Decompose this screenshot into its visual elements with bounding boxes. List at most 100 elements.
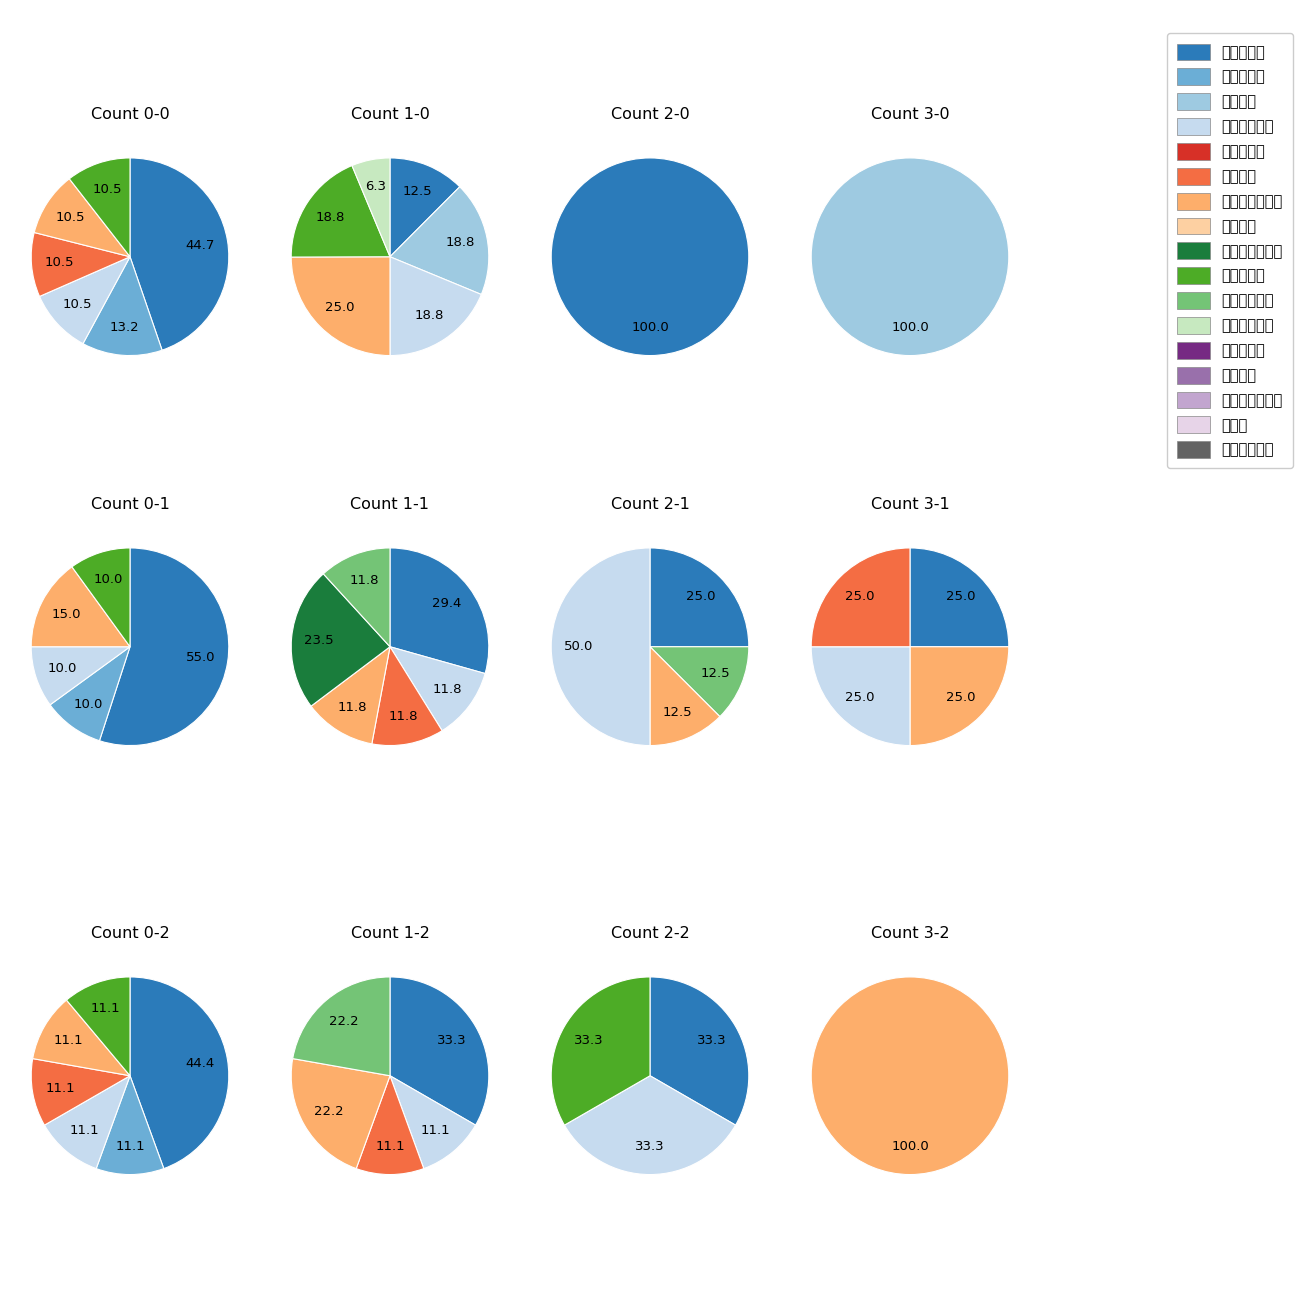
Text: 11.8: 11.8 — [432, 682, 462, 696]
Wedge shape — [39, 257, 130, 343]
Wedge shape — [83, 257, 162, 355]
Text: 13.2: 13.2 — [109, 321, 139, 334]
Text: 10.5: 10.5 — [62, 299, 92, 312]
Text: 11.1: 11.1 — [376, 1140, 404, 1153]
Text: 100.0: 100.0 — [891, 1140, 930, 1153]
Wedge shape — [291, 257, 390, 355]
Wedge shape — [96, 1076, 164, 1175]
Title: Count 0-1: Count 0-1 — [91, 498, 169, 512]
Wedge shape — [390, 549, 489, 673]
Wedge shape — [372, 647, 442, 745]
Wedge shape — [650, 647, 749, 716]
Wedge shape — [311, 647, 390, 744]
Text: 22.2: 22.2 — [329, 1015, 359, 1028]
Text: 10.5: 10.5 — [44, 256, 74, 269]
Text: 100.0: 100.0 — [630, 321, 670, 334]
Text: 10.0: 10.0 — [48, 662, 77, 675]
Text: 33.3: 33.3 — [573, 1034, 603, 1046]
Wedge shape — [291, 1058, 390, 1169]
Title: Count 0-0: Count 0-0 — [91, 108, 169, 122]
Wedge shape — [390, 1076, 476, 1169]
Title: Count 3-1: Count 3-1 — [871, 498, 949, 512]
Text: 11.1: 11.1 — [116, 1140, 144, 1153]
Text: 11.1: 11.1 — [46, 1082, 75, 1095]
Text: 55.0: 55.0 — [186, 651, 214, 664]
Text: 25.0: 25.0 — [945, 590, 975, 603]
Wedge shape — [34, 179, 130, 257]
Text: 10.0: 10.0 — [94, 572, 122, 585]
Wedge shape — [31, 567, 130, 647]
Text: 18.8: 18.8 — [316, 211, 346, 224]
Text: 6.3: 6.3 — [365, 181, 386, 194]
Wedge shape — [390, 187, 489, 295]
Wedge shape — [100, 549, 229, 745]
Wedge shape — [352, 159, 390, 257]
Text: 33.3: 33.3 — [697, 1034, 727, 1046]
Text: 29.4: 29.4 — [432, 597, 462, 610]
Text: 11.8: 11.8 — [350, 573, 380, 586]
Wedge shape — [130, 978, 229, 1169]
Text: 12.5: 12.5 — [403, 185, 432, 198]
Text: 25.0: 25.0 — [325, 300, 355, 313]
Wedge shape — [564, 1076, 736, 1175]
Wedge shape — [51, 647, 130, 741]
Wedge shape — [31, 646, 130, 705]
Wedge shape — [910, 549, 1009, 647]
Wedge shape — [811, 978, 1009, 1175]
Wedge shape — [390, 978, 489, 1126]
Wedge shape — [551, 549, 650, 745]
Text: 44.4: 44.4 — [186, 1057, 214, 1070]
Wedge shape — [324, 549, 390, 647]
Title: Count 1-0: Count 1-0 — [351, 108, 429, 122]
Text: 25.0: 25.0 — [685, 590, 715, 603]
Title: Count 2-1: Count 2-1 — [611, 498, 689, 512]
Text: 11.1: 11.1 — [69, 1123, 99, 1136]
Text: 33.3: 33.3 — [636, 1140, 664, 1153]
Text: 10.5: 10.5 — [92, 183, 122, 196]
Wedge shape — [292, 978, 390, 1076]
Wedge shape — [72, 549, 130, 647]
Text: 18.8: 18.8 — [415, 309, 445, 322]
Wedge shape — [31, 1058, 130, 1126]
Legend: ストレート, ツーシーム, シュート, カットボール, スプリット, フォーク, チェンジアップ, シンカー, 高速スライダー, スライダー, 縦スライダー, : ストレート, ツーシーム, シュート, カットボール, スプリット, フォーク,… — [1167, 34, 1292, 468]
Wedge shape — [551, 159, 749, 356]
Text: 10.5: 10.5 — [56, 212, 86, 225]
Wedge shape — [811, 549, 910, 647]
Text: 11.8: 11.8 — [389, 710, 417, 723]
Text: 10.0: 10.0 — [74, 698, 103, 711]
Wedge shape — [650, 647, 720, 745]
Text: 15.0: 15.0 — [52, 608, 82, 621]
Title: Count 0-2: Count 0-2 — [91, 927, 169, 941]
Text: 12.5: 12.5 — [663, 706, 692, 719]
Wedge shape — [390, 159, 460, 257]
Text: 50.0: 50.0 — [564, 640, 594, 653]
Title: Count 2-0: Count 2-0 — [611, 108, 689, 122]
Text: 12.5: 12.5 — [701, 667, 731, 680]
Wedge shape — [390, 647, 485, 731]
Wedge shape — [31, 233, 130, 296]
Text: 25.0: 25.0 — [845, 590, 875, 603]
Wedge shape — [32, 1000, 130, 1076]
Wedge shape — [390, 257, 481, 355]
Title: Count 2-2: Count 2-2 — [611, 927, 689, 941]
Text: 25.0: 25.0 — [945, 690, 975, 703]
Wedge shape — [811, 159, 1009, 356]
Text: 11.1: 11.1 — [91, 1002, 121, 1015]
Title: Count 3-0: Count 3-0 — [871, 108, 949, 122]
Wedge shape — [356, 1076, 424, 1175]
Text: 25.0: 25.0 — [845, 690, 875, 703]
Title: Count 3-2: Count 3-2 — [871, 927, 949, 941]
Text: 11.1: 11.1 — [421, 1123, 451, 1136]
Title: Count 1-1: Count 1-1 — [351, 498, 429, 512]
Wedge shape — [551, 978, 650, 1126]
Text: 33.3: 33.3 — [437, 1034, 467, 1046]
Text: 22.2: 22.2 — [313, 1105, 343, 1118]
Wedge shape — [44, 1076, 130, 1169]
Wedge shape — [291, 165, 390, 257]
Wedge shape — [650, 549, 749, 647]
Text: 23.5: 23.5 — [304, 633, 334, 646]
Text: 18.8: 18.8 — [445, 237, 474, 250]
Text: 11.8: 11.8 — [338, 701, 367, 714]
Text: 44.7: 44.7 — [186, 238, 214, 251]
Wedge shape — [291, 573, 390, 706]
